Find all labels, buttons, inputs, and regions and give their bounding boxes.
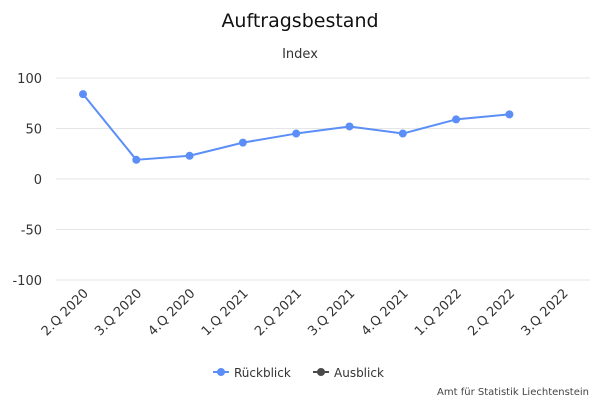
series-line-0 (82, 93, 510, 161)
y-tick-label: -50 (21, 224, 42, 239)
x-tick-label: 4.Q 2021 (359, 286, 412, 339)
legend-label: Rückblick (234, 366, 291, 380)
x-tick-label: 2.Q 2022 (465, 286, 518, 339)
x-tick-label: 2.Q 2020 (39, 286, 92, 339)
data-point[interactable] (452, 115, 461, 124)
legend-item[interactable]: Ausblick (313, 366, 384, 380)
x-tick-label: 1.Q 2022 (412, 286, 465, 339)
data-point[interactable] (185, 151, 194, 160)
x-tick-label: 4.Q 2020 (145, 286, 198, 339)
x-axis-ticks: 2.Q 2020 3.Q 2020 4.Q 2020 1.Q 2021 2.Q 2021… (39, 286, 572, 339)
x-tick-label: 3.Q 2021 (305, 286, 358, 339)
x-tick-label: 3.Q 2020 (92, 286, 145, 339)
chart-title: Auftragsbestand (221, 10, 378, 32)
y-tick-label: 100 (17, 72, 42, 87)
legend-marker-icon (217, 368, 225, 376)
data-point[interactable] (79, 90, 87, 99)
data-point[interactable] (345, 122, 354, 131)
chart-subtitle: Index (282, 47, 318, 62)
x-tick-label: 2.Q 2021 (252, 286, 305, 339)
series-layer (79, 90, 514, 164)
legend[interactable]: Rückblick Ausblick (213, 366, 384, 380)
data-point[interactable] (238, 138, 247, 147)
y-tick-label: 0 (34, 173, 42, 188)
y-tick-label: 50 (25, 123, 42, 138)
y-axis-ticks: 100 50 0 -50 -100 (12, 72, 42, 289)
legend-label: Ausblick (334, 366, 384, 380)
y-tick-label: -100 (12, 274, 42, 289)
data-point[interactable] (292, 129, 301, 138)
data-point[interactable] (132, 155, 141, 164)
legend-marker-icon (317, 368, 325, 376)
chart-credit[interactable]: Amt für Statistik Liechtenstein (437, 387, 589, 398)
legend-item[interactable]: Rückblick (213, 366, 291, 380)
data-point[interactable] (398, 129, 407, 138)
x-tick-label: 1.Q 2021 (199, 286, 252, 339)
grid-layer (56, 77, 590, 281)
x-tick-label: 3.Q 2022 (519, 286, 572, 339)
data-point[interactable] (505, 110, 514, 119)
